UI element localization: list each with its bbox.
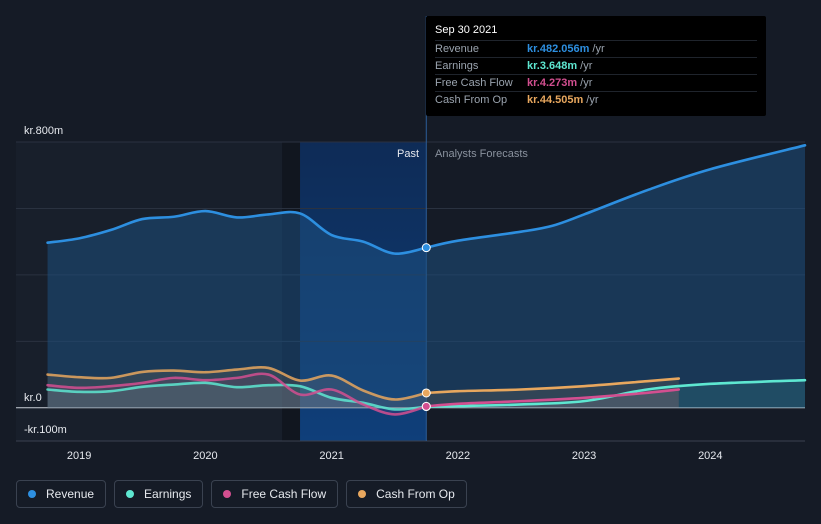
legend-label: Revenue: [46, 487, 95, 501]
tooltip-date: Sep 30 2021: [435, 24, 498, 36]
x-tick-label: 2024: [698, 450, 722, 462]
past-label: Past: [397, 148, 419, 160]
tooltip-row-free-cash-flow: Free Cash Flow kr.4.273m /yr: [435, 74, 757, 91]
tooltip-label: Cash From Op: [435, 94, 508, 106]
legend-item-free-cash-flow[interactable]: Free Cash Flow: [211, 480, 339, 508]
cash-from-op-area: [47, 367, 679, 408]
tooltip-value: kr.44.505m: [527, 94, 584, 106]
cash-from-op-line-forecast: [424, 377, 681, 395]
x-tick-label: 2022: [446, 450, 470, 462]
earnings-line-forecast: [424, 378, 807, 408]
tooltip-unit: /yr: [580, 77, 593, 89]
legend: Revenue Earnings Free Cash Flow Cash Fro…: [16, 480, 467, 508]
tooltip-value: kr.4.273m: [527, 77, 578, 89]
free-cash-flow-line-forecast: [424, 388, 681, 408]
revenue-line-past: [46, 209, 428, 255]
free-cash-flow-marker: [421, 401, 431, 411]
legend-label: Cash From Op: [376, 487, 455, 501]
tooltip-value: kr.482.056m: [527, 43, 590, 55]
legend-label: Free Cash Flow: [241, 487, 327, 501]
y-top-label: kr.800m: [24, 125, 63, 137]
tooltip-label: Earnings: [435, 60, 479, 72]
revenue-marker: [421, 243, 431, 253]
y-bottom-label: -kr.100m: [24, 424, 67, 436]
tooltip-unit: /yr: [580, 60, 593, 72]
y-zero-label: kr.0: [24, 392, 42, 404]
tooltip-row-earnings: Earnings kr.3.648m /yr: [435, 57, 757, 74]
revenue-area: [47, 145, 806, 408]
x-tick-label: 2023: [572, 450, 596, 462]
tooltip-row-revenue: Revenue kr.482.056m /yr: [435, 40, 757, 57]
legend-label: Earnings: [144, 487, 192, 501]
tooltip-label: Revenue: [435, 43, 480, 55]
legend-dot-icon: [28, 490, 36, 498]
legend-dot-icon: [358, 490, 367, 498]
earnings-line-past: [46, 381, 428, 411]
legend-dot-icon: [126, 490, 135, 498]
tooltip-unit: /yr: [592, 43, 605, 55]
x-tick-label: 2019: [67, 450, 91, 462]
tooltip-label: Free Cash Flow: [435, 77, 513, 89]
revenue-line-forecast: [424, 144, 807, 249]
tooltip-value: kr.3.648m: [527, 60, 578, 72]
forecast-label: Analysts Forecasts: [435, 148, 528, 160]
free-cash-flow-line-past: [46, 372, 428, 416]
legend-item-cash-from-op[interactable]: Cash From Op: [346, 480, 467, 508]
x-tick-label: 2020: [193, 450, 217, 462]
legend-item-revenue[interactable]: Revenue: [16, 480, 107, 508]
legend-dot-icon: [223, 490, 232, 498]
tooltip-unit: /yr: [586, 94, 599, 106]
x-tick-label: 2021: [319, 450, 343, 462]
cash-from-op-line-past: [46, 365, 428, 401]
tooltip-row-cash-from-op: Cash From Op kr.44.505m /yr: [435, 91, 757, 108]
legend-item-earnings[interactable]: Earnings: [114, 480, 204, 508]
cash-from-op-marker: [421, 388, 431, 398]
tooltip: Sep 30 2021 Revenue kr.482.056m /yr Earn…: [426, 16, 766, 116]
